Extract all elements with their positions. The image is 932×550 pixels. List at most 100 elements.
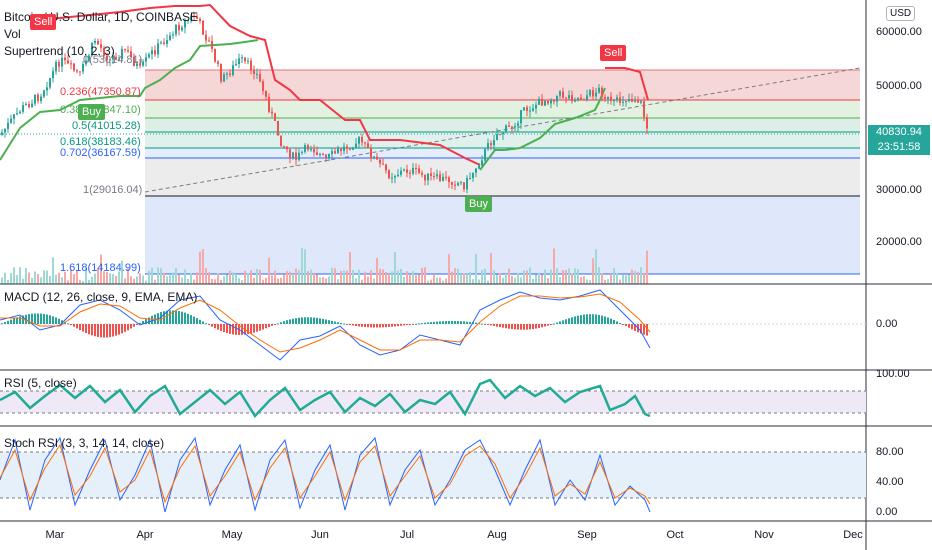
macd-histogram-bar [547, 324, 549, 326]
macd-histogram-bar [76, 324, 78, 329]
macd-histogram-bar [346, 324, 348, 325]
volume-bar [136, 276, 138, 284]
volume-bar [85, 267, 87, 284]
volume-bar [475, 254, 477, 284]
macd-histogram-bar [304, 317, 306, 324]
volume-bar [253, 277, 255, 284]
candle-body [196, 16, 198, 19]
macd-histogram-bar [136, 324, 138, 325]
macd-histogram-bar [40, 313, 42, 324]
candle-body [397, 174, 399, 177]
volume-bar [487, 280, 489, 284]
candle-body [271, 111, 273, 114]
volume-bar [283, 274, 285, 284]
macd-histogram-bar [295, 318, 297, 324]
candle-body [40, 96, 42, 102]
sell-signal-badge[interactable]: Sell [30, 14, 57, 30]
candle-body [616, 97, 618, 101]
macd-histogram-bar [442, 321, 444, 324]
currency-button[interactable]: USD [886, 6, 916, 21]
macd-histogram-bar [352, 324, 354, 326]
macd-histogram-bar [394, 324, 396, 327]
macd-histogram-bar [391, 324, 393, 327]
buy-signal-badge[interactable]: Buy [78, 104, 105, 120]
candle-body [643, 101, 645, 118]
volume-bar [478, 279, 480, 284]
candle-body [385, 164, 387, 171]
candle-body [469, 178, 471, 180]
candle-body [631, 98, 633, 102]
stoch-axis-label: 40.00 [876, 476, 904, 488]
time-axis-label: Dec [843, 529, 863, 541]
macd-histogram-bar [208, 324, 210, 325]
time-axis-label: Aug [487, 529, 507, 541]
volume-bar [484, 268, 486, 284]
candle-body [4, 128, 6, 133]
macd-histogram-bar [322, 318, 324, 324]
volume-bar [220, 279, 222, 284]
candle-body [37, 94, 39, 102]
macd-histogram-bar [199, 319, 201, 324]
volume-bar [640, 267, 642, 284]
candle-body [49, 78, 51, 88]
candle-body [184, 20, 186, 28]
macd-histogram-bar [292, 318, 294, 324]
candle-body [535, 104, 537, 109]
candle-body [139, 63, 141, 66]
macd-title: MACD (12, 26, close, 9, EMA, EMA) [4, 290, 198, 304]
volume-bar [460, 273, 462, 284]
candle-body [319, 153, 321, 155]
volume-bar [529, 267, 531, 284]
candle-body [427, 173, 429, 181]
candle-body [43, 90, 45, 97]
candle-body [136, 63, 138, 66]
candle-body [607, 96, 609, 99]
candle-body [142, 61, 144, 66]
candle-body [19, 111, 21, 114]
macd-histogram-bar [121, 324, 123, 334]
macd-histogram-bar [397, 324, 399, 327]
candle-body [418, 168, 420, 173]
macd-histogram-bar [100, 324, 102, 338]
macd-histogram-bar [112, 324, 114, 337]
volume-bar [40, 277, 42, 284]
fib-label: 1(29016.04) [83, 184, 143, 196]
volume-bar [124, 278, 126, 284]
volume-bar [19, 267, 21, 284]
candle-body [214, 48, 216, 62]
macd-histogram-bar [19, 316, 21, 324]
candle-body [16, 113, 18, 115]
candle-body [73, 63, 75, 71]
macd-histogram-bar [382, 324, 384, 328]
buy-signal-badge[interactable]: Buy [465, 196, 492, 212]
macd-histogram-bar [364, 324, 366, 328]
volume-bar [436, 277, 438, 284]
volume-bar [313, 272, 315, 284]
candle-body [79, 71, 81, 73]
macd-histogram-bar [415, 323, 417, 325]
volume-bar [175, 268, 177, 284]
candle-body [310, 149, 312, 151]
candle-body [94, 41, 96, 43]
macd-histogram-bar [568, 318, 570, 324]
candle-body [538, 98, 540, 105]
fib-label: 0.702(36167.59) [60, 147, 141, 159]
candle-body [553, 99, 555, 102]
macd-histogram-bar [70, 324, 72, 326]
macd-histogram-bar [202, 321, 204, 324]
volume-bar [259, 269, 261, 284]
macd-histogram-bar [481, 323, 483, 325]
volume-bar [166, 276, 168, 284]
candle-body [451, 182, 453, 185]
volume-bar [184, 269, 186, 284]
volume-bar [4, 272, 6, 284]
sell-signal-badge[interactable]: Sell [600, 45, 627, 61]
candle-body [163, 42, 165, 44]
candle-body [13, 114, 15, 119]
candle-body [274, 113, 276, 121]
volume-bar [613, 267, 615, 284]
volume-bar [523, 270, 525, 284]
volume-bar [121, 260, 123, 284]
macd-histogram-bar [22, 315, 24, 324]
